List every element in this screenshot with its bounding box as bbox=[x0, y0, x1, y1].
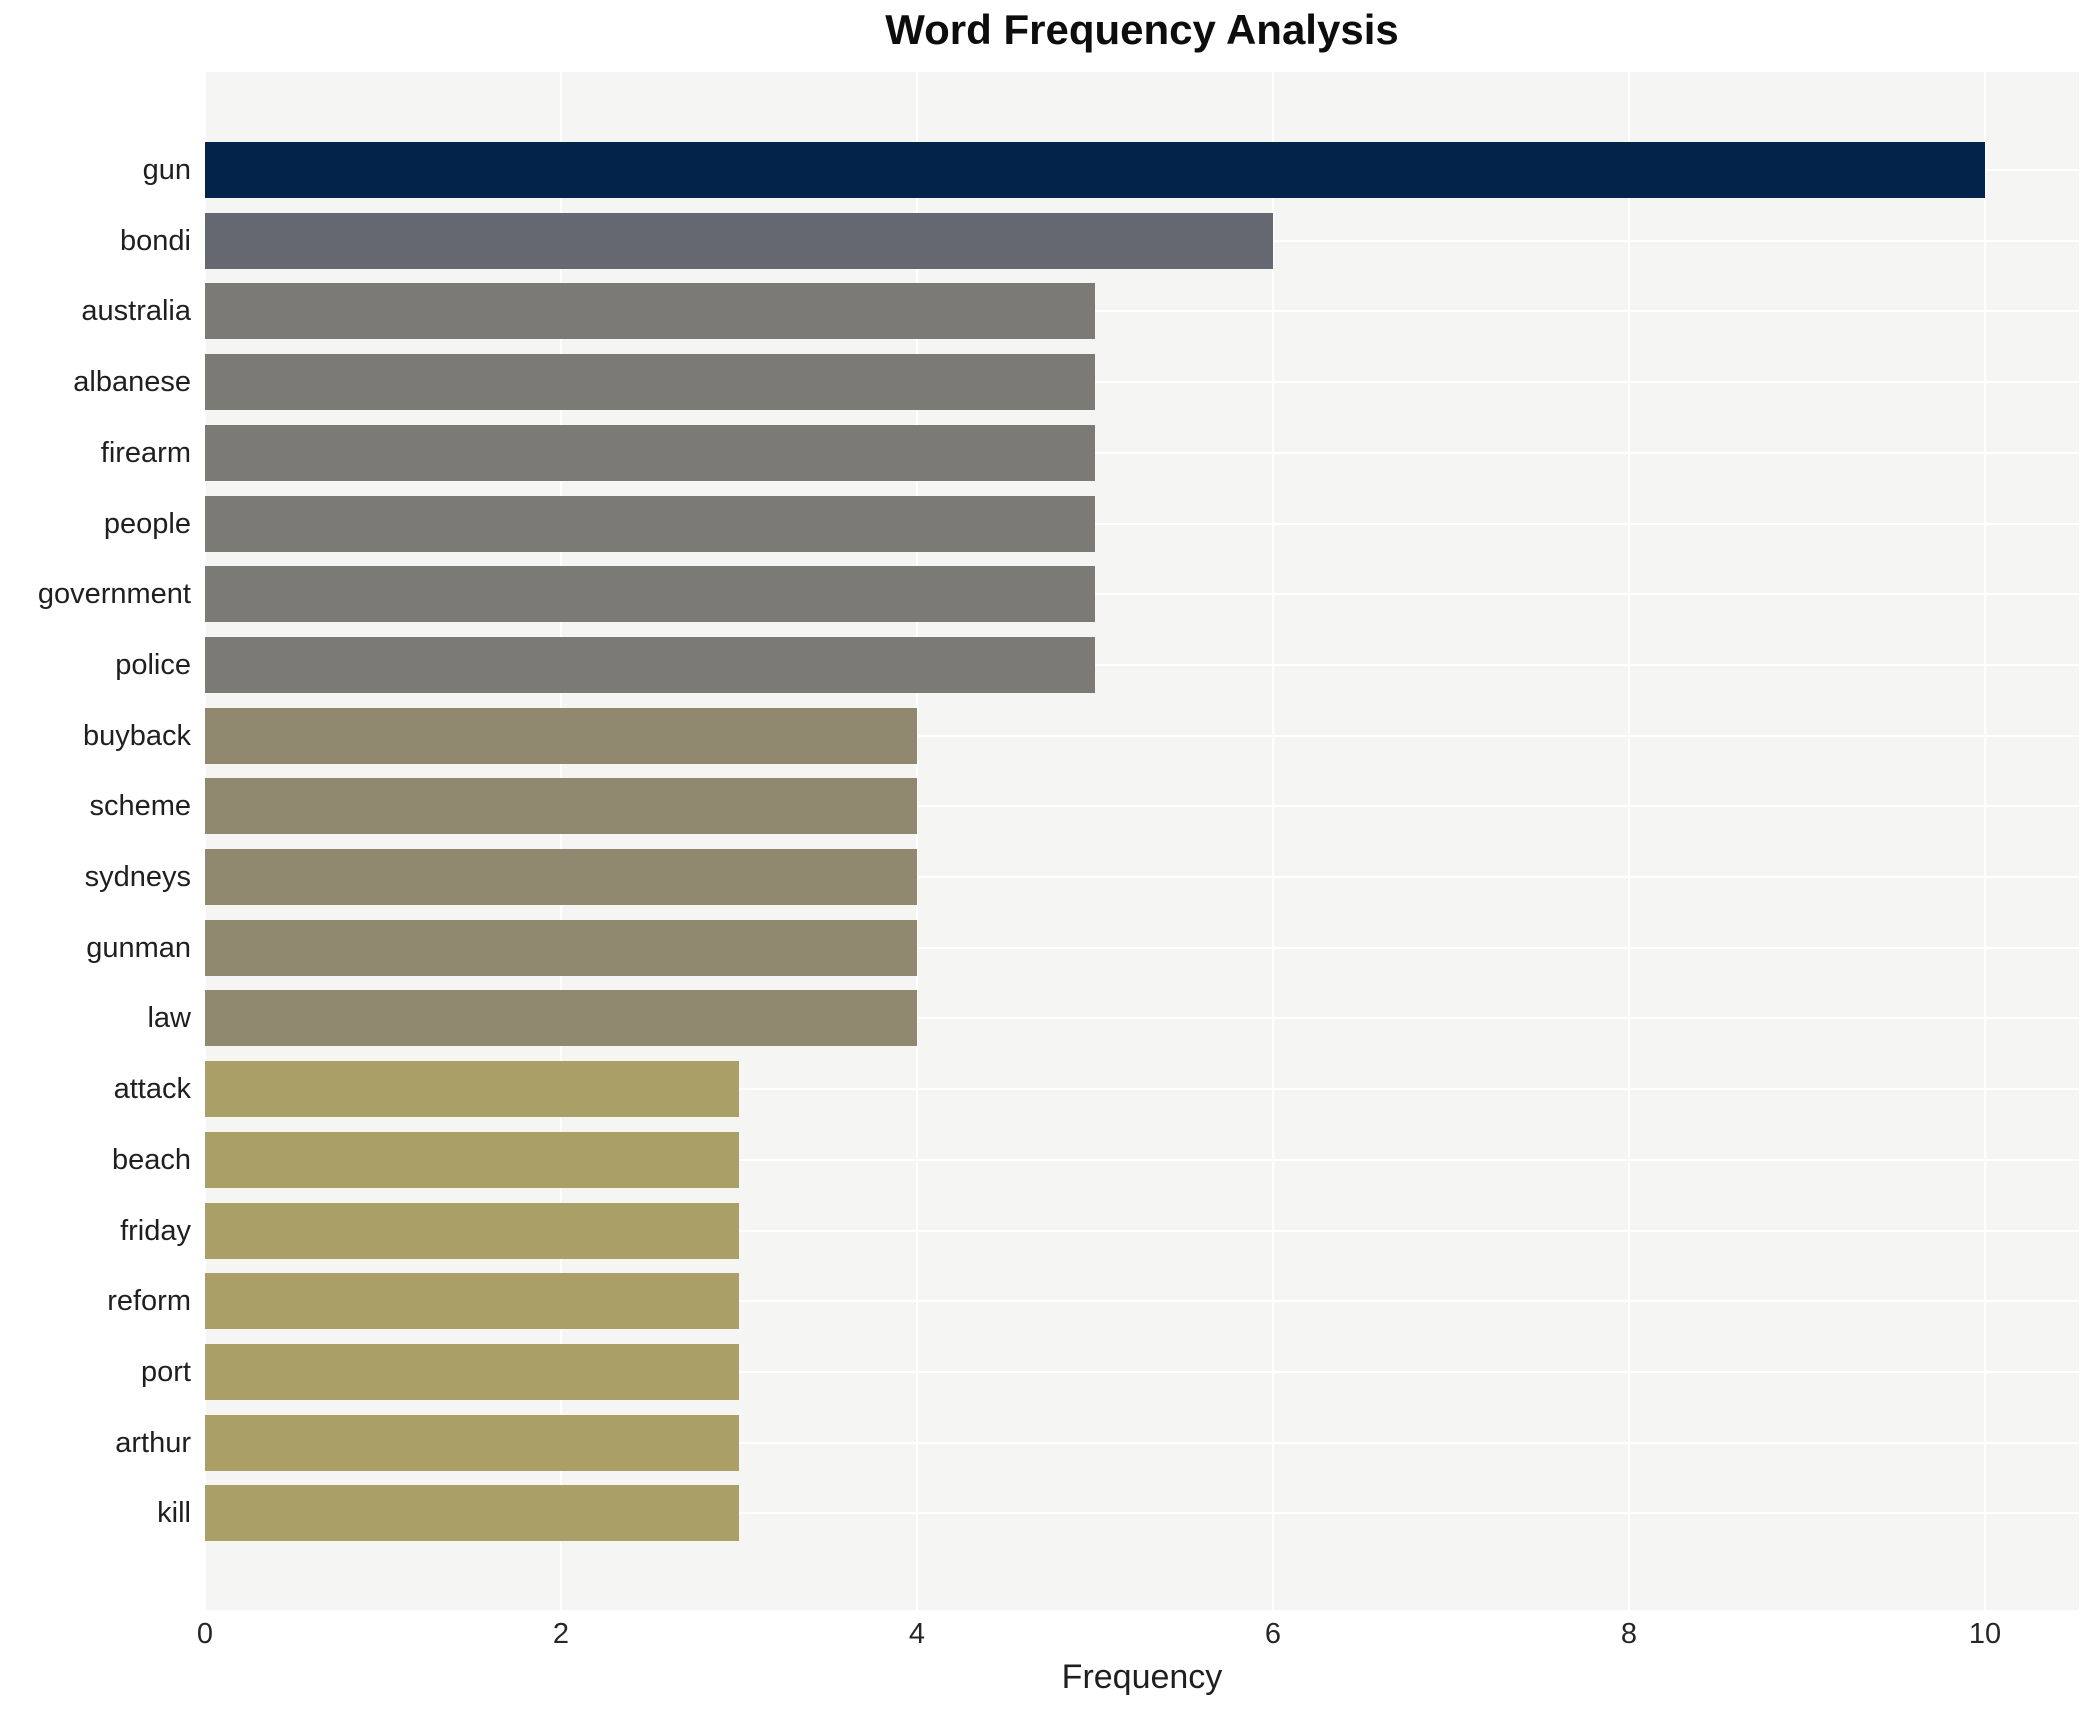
y-tick-label-kill: kill bbox=[157, 1497, 191, 1530]
bar-beach bbox=[205, 1131, 739, 1188]
y-tick-label-police: police bbox=[115, 648, 191, 681]
y-tick-label-port: port bbox=[141, 1355, 191, 1388]
vertical-gridline-0 bbox=[205, 72, 206, 1610]
y-tick-label-buyback: buyback bbox=[82, 719, 191, 752]
y-tick-label-firearm: firearm bbox=[100, 436, 191, 469]
bar-people bbox=[205, 495, 1095, 552]
x-tick-label-8: 8 bbox=[1620, 1618, 1638, 1650]
y-tick-label-gunman: gunman bbox=[86, 931, 191, 964]
bar-gun bbox=[205, 142, 1985, 198]
chart-title: Word Frequency Analysis bbox=[885, 6, 1399, 53]
horizontal-gridline bbox=[205, 663, 2079, 666]
y-tick-label-beach: beach bbox=[111, 1143, 191, 1176]
y-tick-label-law: law bbox=[147, 1002, 191, 1035]
bar-friday bbox=[205, 1202, 739, 1259]
bar-gunman bbox=[205, 919, 917, 976]
y-tick-label-reform: reform bbox=[107, 1285, 191, 1318]
bar-scheme bbox=[205, 778, 917, 835]
horizontal-gridline bbox=[205, 1441, 2079, 1444]
bar-firearm bbox=[205, 424, 1095, 481]
x-axis-label: Frequency bbox=[1061, 1658, 1223, 1696]
plot-area bbox=[205, 72, 2079, 1610]
y-tick-label-people: people bbox=[103, 507, 191, 540]
horizontal-gridline bbox=[205, 381, 2079, 384]
y-tick-label-arthur: arthur bbox=[115, 1426, 191, 1459]
y-tick-label-friday: friday bbox=[120, 1214, 191, 1247]
x-tick-label-2: 2 bbox=[552, 1618, 570, 1650]
horizontal-gridline bbox=[205, 593, 2079, 596]
y-tick-label-gun: gun bbox=[142, 154, 191, 186]
bar-law bbox=[205, 990, 917, 1047]
horizontal-gridline bbox=[205, 1088, 2079, 1091]
x-tick-label-6: 6 bbox=[1264, 1618, 1282, 1650]
y-tick-label-australia: australia bbox=[81, 295, 191, 328]
y-tick-label-sydneys: sydneys bbox=[84, 861, 191, 893]
y-tick-label-bondi: bondi bbox=[120, 224, 191, 257]
bar-sydneys bbox=[205, 849, 917, 905]
horizontal-gridline bbox=[205, 1300, 2079, 1303]
bar-police bbox=[205, 636, 1095, 693]
horizontal-gridline bbox=[205, 946, 2079, 949]
horizontal-gridline bbox=[205, 522, 2079, 525]
y-tick-label-attack: attack bbox=[113, 1073, 191, 1106]
bar-reform bbox=[205, 1273, 739, 1330]
y-tick-label-scheme: scheme bbox=[89, 790, 191, 823]
x-tick-label-10: 10 bbox=[1968, 1618, 2002, 1650]
bar-attack bbox=[205, 1061, 739, 1118]
bar-port bbox=[205, 1343, 739, 1400]
bar-albanese bbox=[205, 354, 1095, 411]
horizontal-gridline bbox=[205, 1017, 2079, 1020]
bar-government bbox=[205, 566, 1095, 623]
horizontal-gridline bbox=[205, 734, 2079, 737]
vertical-gridline-8 bbox=[1628, 72, 1630, 1610]
horizontal-gridline bbox=[205, 1512, 2079, 1515]
horizontal-gridline bbox=[205, 310, 2079, 313]
vertical-gridline-6 bbox=[1272, 72, 1274, 1610]
horizontal-gridline bbox=[205, 451, 2079, 454]
bar-bondi bbox=[205, 212, 1273, 269]
horizontal-gridline bbox=[205, 805, 2079, 808]
x-tick-label-4: 4 bbox=[908, 1618, 926, 1650]
horizontal-gridline bbox=[205, 1229, 2079, 1232]
y-tick-label-albanese: albanese bbox=[73, 366, 191, 399]
bar-buyback bbox=[205, 707, 917, 764]
vertical-gridline-10 bbox=[1984, 72, 1986, 1610]
bar-australia bbox=[205, 283, 1095, 340]
horizontal-gridline bbox=[205, 1158, 2079, 1161]
horizontal-gridline bbox=[205, 876, 2079, 878]
bar-kill bbox=[205, 1485, 739, 1542]
x-tick-label-0: 0 bbox=[196, 1618, 214, 1650]
y-tick-label-government: government bbox=[37, 578, 191, 611]
vertical-gridline-2 bbox=[560, 72, 562, 1610]
vertical-gridline-4 bbox=[916, 72, 918, 1610]
bar-arthur bbox=[205, 1414, 739, 1471]
horizontal-gridline bbox=[205, 1370, 2079, 1373]
